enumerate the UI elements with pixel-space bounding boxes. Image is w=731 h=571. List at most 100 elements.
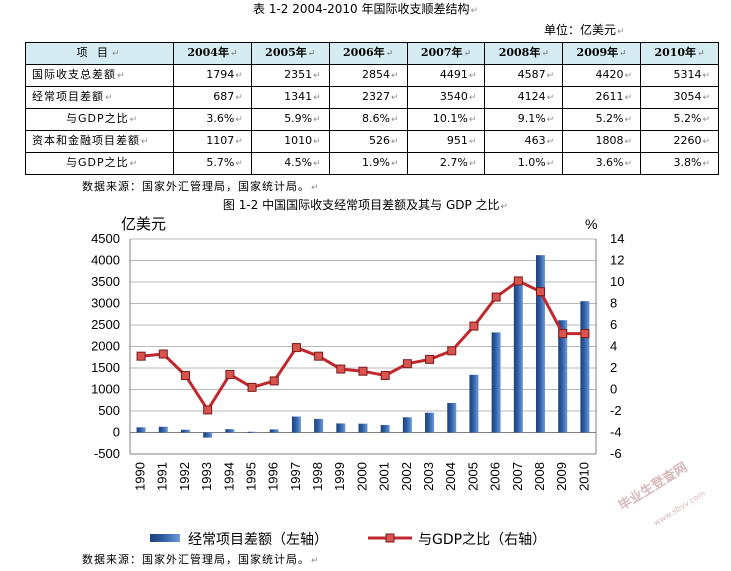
line-marker xyxy=(580,329,590,339)
row-label: 国际收支总差额↵ xyxy=(25,64,174,87)
bar xyxy=(291,416,301,433)
y-right-tick-label: 2 xyxy=(610,360,617,375)
bar xyxy=(402,417,412,433)
line-marker xyxy=(558,329,568,339)
line-marker xyxy=(180,371,190,381)
y-left-tick-label: 500 xyxy=(98,403,120,418)
table-cell: 4.5%↵ xyxy=(250,152,330,175)
x-tick-label: 1993 xyxy=(199,462,214,491)
x-tick-label: 1999 xyxy=(332,462,347,491)
y-right-tick-label: -2 xyxy=(610,403,622,418)
x-tick-label: 1990 xyxy=(133,462,148,491)
line-marker xyxy=(291,343,301,353)
table-cell: 526↵ xyxy=(328,130,408,153)
y-right-tick-label: -4 xyxy=(610,425,622,440)
y-left-tick-label: 4500 xyxy=(91,231,120,246)
legend-bar-swatch xyxy=(150,534,180,542)
y-left-tick-label: -500 xyxy=(94,446,120,461)
x-tick-label: 2004 xyxy=(443,462,458,491)
x-tick-label: 1991 xyxy=(155,462,170,491)
bar xyxy=(358,423,368,433)
bar xyxy=(580,301,590,433)
x-tick-label: 1998 xyxy=(310,462,325,491)
bar xyxy=(247,431,257,433)
y-right-tick-label: 14 xyxy=(610,231,624,246)
line-marker xyxy=(203,405,213,415)
x-tick-label: 2008 xyxy=(532,462,547,491)
table-title: 表 1-2 2004-2010 年国际收支顺差结构↵ xyxy=(253,2,478,16)
bar xyxy=(447,402,457,433)
x-tick-label: 2005 xyxy=(465,462,480,491)
x-tick-label: 2009 xyxy=(554,462,569,491)
header-cell-year: 2004年↵ xyxy=(173,42,252,65)
y-right-tick-label: 12 xyxy=(610,253,624,268)
figure-source-note: 数据来源：国家外汇管理局，国家统计局。↵ xyxy=(82,553,320,566)
y-left-tick-label: 2500 xyxy=(91,317,120,332)
bar xyxy=(380,425,390,433)
line-marker xyxy=(536,287,546,297)
x-tick-label: 1997 xyxy=(288,462,303,491)
legend-line-marker xyxy=(385,533,395,543)
x-tick-label: 2002 xyxy=(399,462,414,491)
bar xyxy=(314,418,324,433)
line-marker xyxy=(158,349,168,359)
line-marker xyxy=(336,364,346,374)
row-label: 资本和金融项目差额↵ xyxy=(25,130,174,153)
y-right-tick-label: -6 xyxy=(610,446,622,461)
line-marker xyxy=(447,346,457,356)
figure-title: 图 1-2 中国国际收支经常项目差额及其与 GDP 之比↵ xyxy=(222,198,509,212)
unit-label: 单位：亿美元↵ xyxy=(544,23,625,37)
x-tick-label: 1994 xyxy=(221,462,236,491)
line-marker xyxy=(491,292,501,302)
legend-line-label: 与GDP之比（右轴） xyxy=(418,532,546,548)
table-cell: 3540↵ xyxy=(406,86,486,109)
bar xyxy=(558,320,568,433)
header-cell-year: 2008年↵ xyxy=(484,42,564,65)
table-header-row: 项 目↵ 2004年↵ 2005年↵ 2006年↵ 2007年↵ 2008年↵ 2009年… xyxy=(25,42,719,65)
y-left-tick-label: 0 xyxy=(113,425,120,440)
x-tick-label: 1995 xyxy=(243,462,258,491)
table-cell: 1010↵ xyxy=(250,130,330,153)
table-row: 资本和金融项目差额↵ 1107↵ 1010↵ 526↵ 951↵ 463↵ 1808↵ 226… xyxy=(25,130,719,153)
header-cell-year: 2005年↵ xyxy=(250,42,330,65)
bar xyxy=(180,429,190,433)
line-marker xyxy=(425,354,435,364)
table-cell: 1.0%↵ xyxy=(484,152,564,175)
table-cell: 3.8%↵ xyxy=(640,152,719,175)
x-tick-label: 2001 xyxy=(377,462,392,491)
y-left-tick-label: 3000 xyxy=(91,296,120,311)
table-cell: 463↵ xyxy=(484,130,564,153)
y-left-axis-title: 亿美元 xyxy=(121,215,166,233)
y-right-tick-label: 0 xyxy=(610,382,617,397)
table-cell: 2.7%↵ xyxy=(406,152,486,175)
y-right-axis-title: % xyxy=(585,216,597,232)
header-cell-year: 2007年↵ xyxy=(406,42,486,65)
bar xyxy=(269,429,279,433)
legend-bar-label: 经常项目差额（左轴） xyxy=(188,532,328,548)
y-left-tick-label: 1500 xyxy=(91,360,120,375)
y-left-tick-label: 1000 xyxy=(91,382,120,397)
table-row: 国际收支总差额↵ 1794↵ 2351↵ 2854↵ 4491↵ 4587↵ 4420↵ 53… xyxy=(25,64,719,87)
y-right-tick-label: 6 xyxy=(610,317,617,332)
bar xyxy=(491,332,501,433)
table-row: 与GDP之比↵ 3.6%↵ 5.9%↵ 8.6%↵ 10.1%↵ 9.1%↵ 5.2%↵ 5.… xyxy=(25,108,719,131)
bar xyxy=(158,426,168,433)
y-left-tick-label: 2000 xyxy=(91,339,120,354)
line-marker xyxy=(314,351,324,361)
header-cell-year: 2010年↵ xyxy=(640,42,719,65)
table-source-note: 数据来源：国家外汇管理局，国家统计局。↵ xyxy=(82,180,320,193)
y-right-tick-label: 10 xyxy=(610,274,624,289)
x-tick-label: 1992 xyxy=(177,462,192,491)
bar xyxy=(136,427,146,433)
header-cell-year: 2009年↵ xyxy=(562,42,642,65)
line-marker xyxy=(513,276,523,286)
x-tick-label: 2000 xyxy=(354,462,369,491)
x-tick-label: 2007 xyxy=(510,462,525,491)
line-marker xyxy=(402,359,412,369)
bar xyxy=(536,255,546,433)
x-tick-label: 1996 xyxy=(266,462,281,491)
bar xyxy=(469,374,479,433)
bar xyxy=(336,423,346,433)
y-right-tick-label: 8 xyxy=(610,296,617,311)
